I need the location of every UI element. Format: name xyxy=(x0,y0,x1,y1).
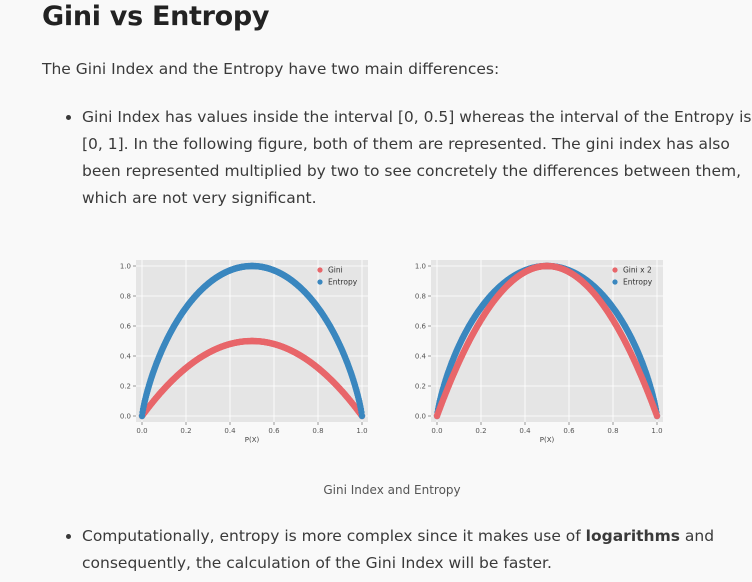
y-tick-label: 0.6 xyxy=(120,323,132,331)
y-tick-label: 0.0 xyxy=(120,413,131,421)
data-point xyxy=(653,412,661,420)
legend-marker xyxy=(317,279,323,285)
bullet-text-end: and consequently, the calculation of the… xyxy=(82,527,715,572)
page-title: Gini vs Entropy xyxy=(42,1,270,32)
x-tick-label: 0.8 xyxy=(312,427,323,435)
chart-left: 0.0 0.2 0.4 0.6 0.8 1.0 0.0 0.2 0.4 0.6 0.8 1.0 P(X)… xyxy=(120,260,368,444)
y-tick-label: 0.8 xyxy=(415,293,426,301)
legend-marker xyxy=(612,267,618,273)
legend-label: Entropy xyxy=(328,278,358,287)
x-tick-label: 0.2 xyxy=(180,427,191,435)
legend-label: Gini x 2 xyxy=(623,266,652,275)
x-axis-label: P(X) xyxy=(245,436,260,444)
y-tick-label: 0.0 xyxy=(415,413,426,421)
y-tick-label: 1.0 xyxy=(120,263,131,271)
legend-marker xyxy=(317,267,323,273)
x-tick-label: 0.2 xyxy=(475,427,486,435)
bullet-item-computation: Computationally, entropy is more complex… xyxy=(82,523,752,577)
legend-marker xyxy=(612,279,618,285)
y-tick-label: 0.4 xyxy=(120,353,132,361)
x-tick-label: 0.6 xyxy=(563,427,575,435)
series-gini xyxy=(138,337,366,420)
x-tick-label: 1.0 xyxy=(356,427,367,435)
intro-paragraph: The Gini Index and the Entropy have two … xyxy=(42,60,500,78)
x-axis-label: P(X) xyxy=(540,436,555,444)
series-entropy xyxy=(138,262,366,420)
chart-right: 0.0 0.2 0.4 0.6 0.8 1.0 0.0 0.2 0.4 0.6 0.8 1.0 P(X)… xyxy=(415,260,663,444)
x-tick-label: 0.4 xyxy=(519,427,531,435)
y-tick-label: 0.2 xyxy=(415,383,426,391)
y-tick-label: 0.8 xyxy=(120,293,131,301)
bullet-list-2: Computationally, entropy is more complex… xyxy=(62,523,752,577)
legend-label: Entropy xyxy=(623,278,653,287)
bullet-list-1: Gini Index has values inside the interva… xyxy=(62,104,752,212)
x-tick-label: 0.4 xyxy=(224,427,236,435)
x-tick-label: 0.8 xyxy=(607,427,618,435)
x-tick-label: 0.6 xyxy=(268,427,280,435)
bullet-bold-logarithms: logarithms xyxy=(585,527,680,545)
y-tick-label: 1.0 xyxy=(415,263,426,271)
y-tick-label: 0.2 xyxy=(120,383,131,391)
series-gini-x-2 xyxy=(433,262,661,420)
bullet-text-start: Computationally, entropy is more complex… xyxy=(82,527,586,545)
y-tick-label: 0.4 xyxy=(415,353,427,361)
x-tick-label: 1.0 xyxy=(651,427,662,435)
y-tick-label: 0.6 xyxy=(415,323,427,331)
bullet-item-interval: Gini Index has values inside the interva… xyxy=(82,104,752,212)
x-tick-label: 0.0 xyxy=(136,427,147,435)
legend-label: Gini xyxy=(328,266,343,275)
data-point xyxy=(358,412,366,420)
x-tick-label: 0.0 xyxy=(431,427,442,435)
figure-caption: Gini Index and Entropy xyxy=(323,483,461,497)
figure-gini-entropy: 0.0 0.2 0.4 0.6 0.8 1.0 0.0 0.2 0.4 0.6 0.8 1.0 P(X)… xyxy=(120,260,663,444)
